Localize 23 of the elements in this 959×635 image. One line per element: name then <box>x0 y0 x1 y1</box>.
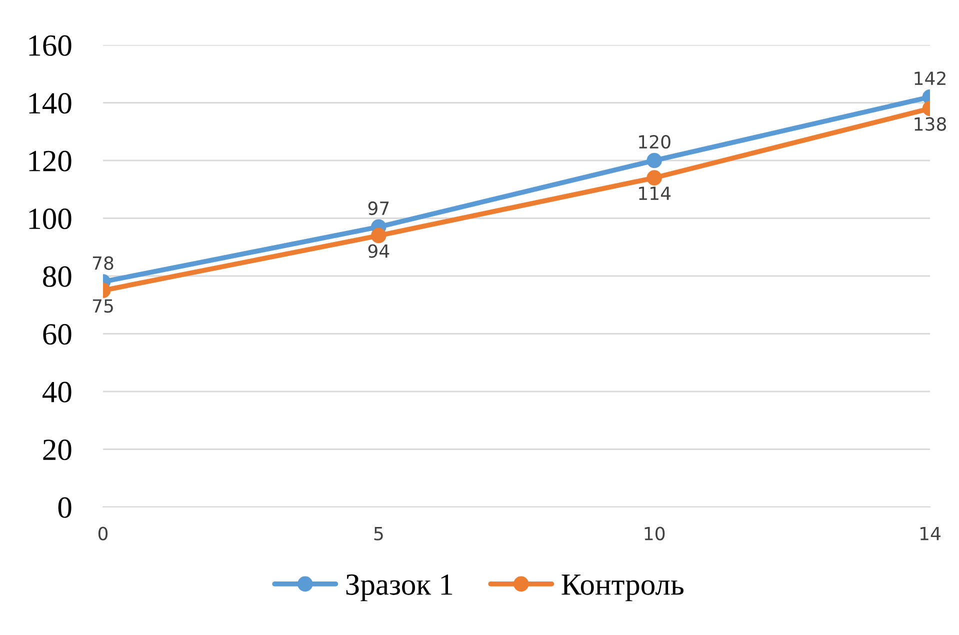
x-tick-label: 0 <box>98 526 108 540</box>
y-tick-label: 80 <box>43 266 72 287</box>
y-tick-label: 140 <box>29 93 72 114</box>
y-tick-label: 120 <box>29 150 72 172</box>
x-tick-label: 5 <box>374 527 383 540</box>
legend-label: Контроль <box>562 574 684 602</box>
y-tick-label: 60 <box>43 324 72 345</box>
legend-label: Зразок 1 <box>346 574 452 602</box>
y-tick-label: 20 <box>43 440 72 460</box>
data-label: 75 <box>92 299 113 313</box>
x-tick-label: 14 <box>920 527 940 540</box>
data-label: 138 <box>914 117 946 131</box>
data-label: 94 <box>368 244 390 258</box>
data-label: 97 <box>368 201 389 216</box>
x-tick-label: 10 <box>644 526 665 540</box>
data-label: 114 <box>639 186 671 200</box>
data-label: 142 <box>914 71 946 85</box>
y-tick-label: 100 <box>29 208 72 230</box>
data-label: 120 <box>639 135 670 149</box>
y-tick-label: 160 <box>29 35 72 56</box>
y-tick-label: 0 <box>58 497 72 518</box>
data-label: 78 <box>92 256 114 270</box>
y-tick-label: 40 <box>42 382 72 402</box>
